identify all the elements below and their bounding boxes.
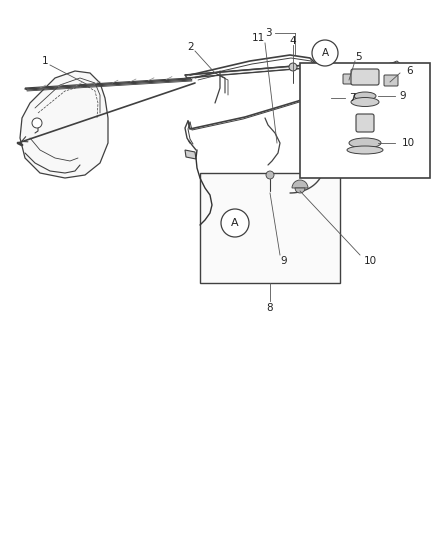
Polygon shape bbox=[300, 63, 430, 178]
Circle shape bbox=[289, 63, 297, 71]
Text: 8: 8 bbox=[267, 303, 273, 313]
Text: 9: 9 bbox=[400, 91, 406, 101]
Polygon shape bbox=[185, 150, 196, 159]
FancyBboxPatch shape bbox=[384, 75, 398, 86]
Polygon shape bbox=[25, 78, 192, 90]
Wedge shape bbox=[292, 180, 308, 188]
FancyBboxPatch shape bbox=[351, 69, 379, 85]
Text: 1: 1 bbox=[42, 56, 48, 66]
Text: 7: 7 bbox=[349, 93, 355, 103]
Text: 6: 6 bbox=[407, 66, 413, 76]
Wedge shape bbox=[295, 188, 305, 193]
Text: 11: 11 bbox=[251, 33, 265, 43]
Polygon shape bbox=[200, 173, 340, 283]
Text: 9: 9 bbox=[281, 256, 287, 266]
Text: 2: 2 bbox=[188, 42, 194, 52]
Polygon shape bbox=[329, 63, 339, 88]
Circle shape bbox=[312, 40, 338, 66]
Polygon shape bbox=[185, 63, 332, 78]
Ellipse shape bbox=[349, 138, 381, 148]
Ellipse shape bbox=[354, 92, 376, 100]
Ellipse shape bbox=[347, 146, 383, 154]
Text: 5: 5 bbox=[355, 52, 361, 62]
Polygon shape bbox=[380, 63, 402, 128]
Text: 4: 4 bbox=[290, 36, 297, 46]
Text: A: A bbox=[321, 48, 328, 58]
FancyBboxPatch shape bbox=[356, 114, 374, 132]
Text: 10: 10 bbox=[402, 138, 414, 148]
Ellipse shape bbox=[351, 98, 379, 107]
Circle shape bbox=[32, 118, 42, 128]
FancyBboxPatch shape bbox=[343, 74, 355, 84]
Circle shape bbox=[266, 171, 274, 179]
Text: 10: 10 bbox=[364, 256, 377, 266]
Text: 3: 3 bbox=[265, 28, 271, 38]
Text: A: A bbox=[231, 218, 239, 228]
Circle shape bbox=[221, 209, 249, 237]
Polygon shape bbox=[20, 71, 108, 178]
